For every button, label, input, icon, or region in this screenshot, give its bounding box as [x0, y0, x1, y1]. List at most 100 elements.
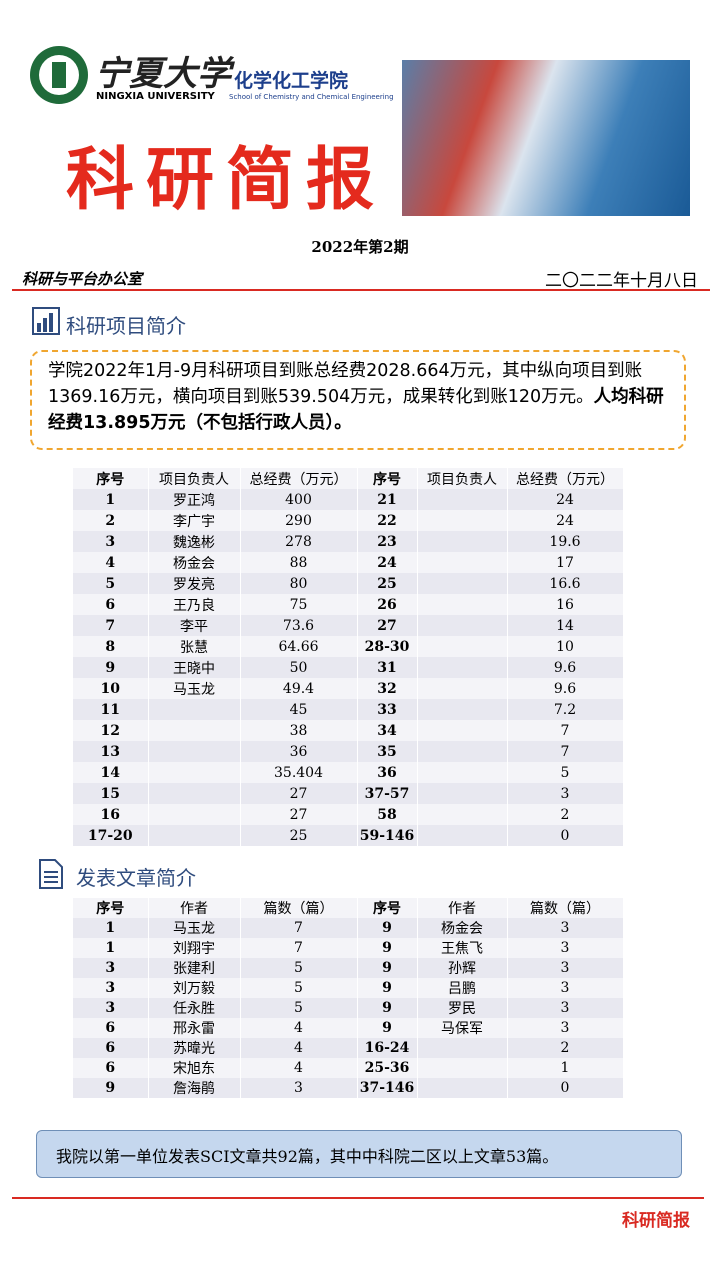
- table-cell: 22: [357, 510, 418, 531]
- table-cell: 27: [240, 804, 358, 825]
- table-cell: 7: [507, 741, 624, 762]
- table-cell: 37-57: [357, 783, 418, 804]
- project-table: 序号 项目负责人 总经费（万元） 序号 项目负责人 总经费（万元） 1 罗正鸿 400 21 24 2…: [73, 468, 624, 846]
- table-cell: 16: [507, 594, 624, 615]
- table-cell: 杨金会: [417, 918, 508, 938]
- table-cell: 12: [73, 720, 149, 741]
- table-cell: 25: [357, 573, 418, 594]
- table-cell: 58: [357, 804, 418, 825]
- university-en: NINGXIA UNIVERSITY: [96, 91, 215, 102]
- table-cell: 14: [73, 762, 149, 783]
- table-cell: 9: [357, 1018, 418, 1038]
- doc-icon: [39, 859, 63, 889]
- table-cell: 23: [357, 531, 418, 552]
- table-row: 17-20 25 59-146 0: [73, 825, 624, 846]
- table-cell: [148, 804, 241, 825]
- table-cell: 26: [357, 594, 418, 615]
- table-row: 10 马玉龙 49.4 32 9.6: [73, 678, 624, 699]
- table-cell: [417, 489, 508, 510]
- table-cell: 9.6: [507, 678, 624, 699]
- table-cell: 7: [240, 918, 358, 938]
- table-cell: 6: [73, 1058, 149, 1078]
- table-cell: 项目负责人: [417, 468, 508, 489]
- table-cell: 7.2: [507, 699, 624, 720]
- header-row: 序号 作者 篇数（篇） 序号 作者 篇数（篇）: [73, 898, 624, 918]
- table-cell: 孙辉: [417, 958, 508, 978]
- table-cell: 詹海鹃: [148, 1078, 241, 1098]
- table-cell: 7: [73, 615, 149, 636]
- date: 二〇二二年十月八日: [545, 271, 698, 291]
- table-cell: [417, 573, 508, 594]
- table-row: 11 45 33 7.2: [73, 699, 624, 720]
- table-row: 6 王乃良 75 26 16: [73, 594, 624, 615]
- table-cell: 28-30: [357, 636, 418, 657]
- table-cell: 34: [357, 720, 418, 741]
- table-cell: 邢永雷: [148, 1018, 241, 1038]
- table-row: 9 詹海鹃 3 37-146 0: [73, 1078, 624, 1098]
- table-row: 6 苏暐光 4 16-24 2: [73, 1038, 624, 1058]
- table-cell: 400: [240, 489, 358, 510]
- table-cell: 3: [507, 783, 624, 804]
- table-cell: 24: [507, 489, 624, 510]
- table-row: 6 宋旭东 4 25-36 1: [73, 1058, 624, 1078]
- table-row: 3 魏逸彬 278 23 19.6: [73, 531, 624, 552]
- table-cell: 4: [240, 1038, 358, 1058]
- table-row: 7 李平 73.6 27 14: [73, 615, 624, 636]
- table-cell: 项目负责人: [148, 468, 241, 489]
- table-cell: 19.6: [507, 531, 624, 552]
- table-cell: 李广宇: [148, 510, 241, 531]
- table-cell: 3: [507, 918, 624, 938]
- table-cell: 3: [73, 958, 149, 978]
- university-cn: 宁夏大学: [95, 54, 231, 94]
- table-cell: 38: [240, 720, 358, 741]
- divider: [12, 289, 710, 291]
- table-row: 4 杨金会 88 24 17: [73, 552, 624, 573]
- table-cell: 27: [357, 615, 418, 636]
- table-cell: [148, 741, 241, 762]
- table-cell: 88: [240, 552, 358, 573]
- table-cell: 10: [507, 636, 624, 657]
- table-cell: 49.4: [240, 678, 358, 699]
- table-cell: 6: [73, 1038, 149, 1058]
- table-cell: [417, 762, 508, 783]
- table-cell: 9: [73, 1078, 149, 1098]
- table-cell: 总经费（万元）: [507, 468, 624, 489]
- table-cell: [417, 657, 508, 678]
- table-cell: 25-36: [357, 1058, 418, 1078]
- table-cell: 45: [240, 699, 358, 720]
- table-cell: 11: [73, 699, 149, 720]
- divider: [12, 1197, 704, 1199]
- section-heading: 发表文章简介: [76, 866, 196, 890]
- table-cell: [417, 1078, 508, 1098]
- table-cell: 6: [73, 594, 149, 615]
- table-cell: 杨金会: [148, 552, 241, 573]
- table-cell: 任永胜: [148, 998, 241, 1018]
- table-cell: 5: [240, 998, 358, 1018]
- table-cell: 32: [357, 678, 418, 699]
- table-cell: 24: [357, 552, 418, 573]
- table-cell: [417, 678, 508, 699]
- table-cell: 75: [240, 594, 358, 615]
- table-cell: 31: [357, 657, 418, 678]
- table-cell: 36: [240, 741, 358, 762]
- table-cell: 罗正鸿: [148, 489, 241, 510]
- table-row: 14 35.404 36 5: [73, 762, 624, 783]
- table-cell: 9: [357, 958, 418, 978]
- table-row: 9 王晓中 50 31 9.6: [73, 657, 624, 678]
- table-cell: 9: [357, 978, 418, 998]
- table-cell: 16.6: [507, 573, 624, 594]
- table-cell: 36: [357, 762, 418, 783]
- table-cell: [148, 762, 241, 783]
- table-cell: 作者: [148, 898, 241, 918]
- table-cell: 13: [73, 741, 149, 762]
- table-cell: [417, 720, 508, 741]
- table-cell: 50: [240, 657, 358, 678]
- table-cell: [148, 783, 241, 804]
- table-cell: 5: [240, 978, 358, 998]
- table-cell: 24: [507, 510, 624, 531]
- issue: 2022年第2期: [311, 238, 409, 256]
- table-cell: 序号: [73, 898, 149, 918]
- table-cell: 刘万毅: [148, 978, 241, 998]
- table-cell: 张建利: [148, 958, 241, 978]
- table-cell: 罗发亮: [148, 573, 241, 594]
